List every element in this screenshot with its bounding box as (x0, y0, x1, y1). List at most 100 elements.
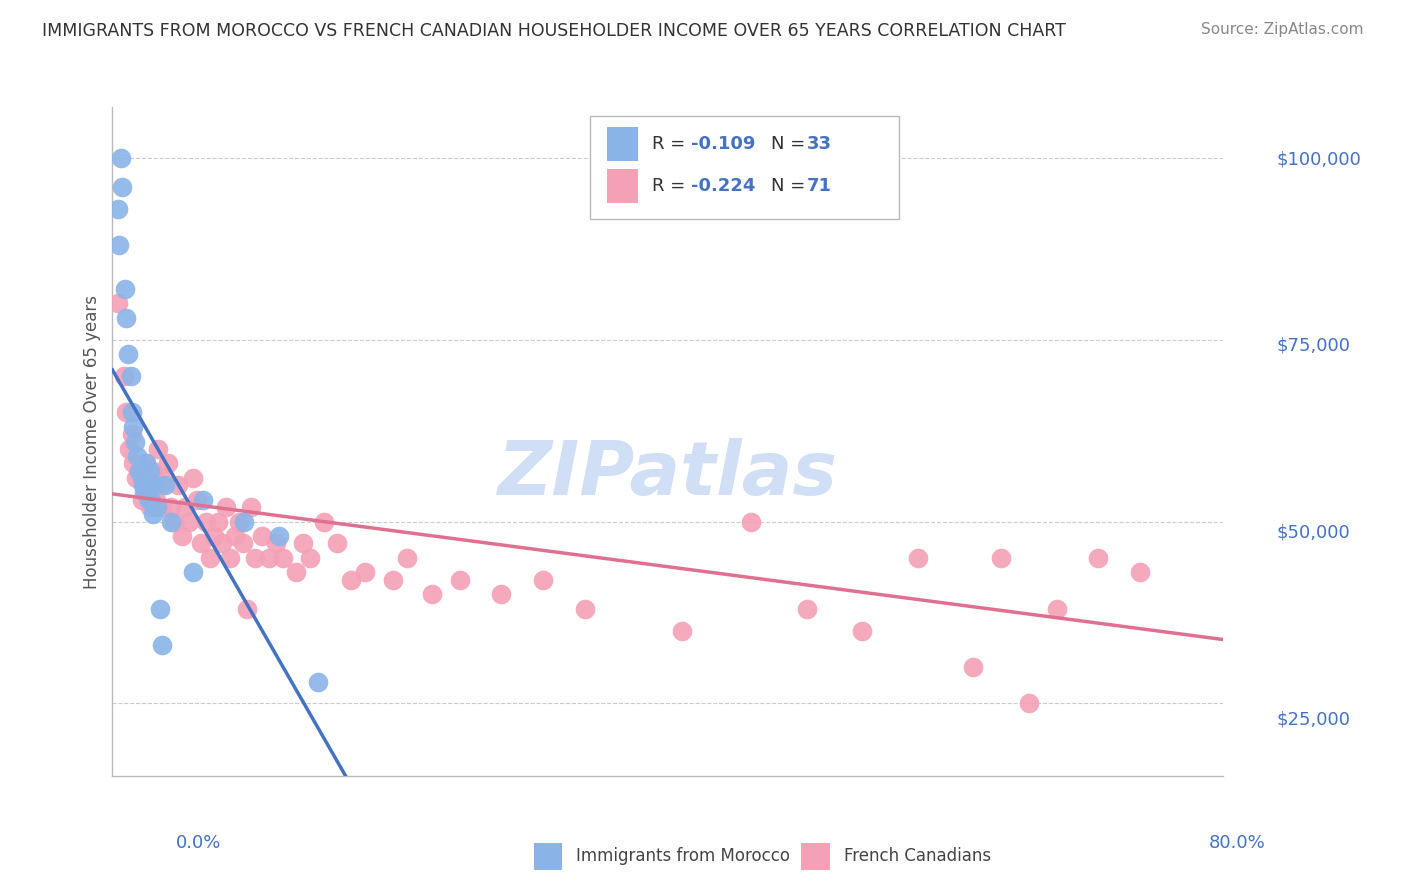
Point (148, 442, 170, 456)
Point (136, 478, 159, 492)
Point (146, 500, 169, 514)
Text: $100,000: $100,000 (1277, 150, 1361, 169)
Point (252, 529, 274, 543)
Point (138, 492, 160, 507)
Point (191, 492, 214, 507)
Point (491, 587, 513, 601)
Point (114, 282, 136, 296)
Point (132, 478, 155, 492)
Point (162, 515, 184, 529)
Point (142, 508, 165, 522)
Point (143, 478, 166, 492)
Point (108, 238, 131, 252)
Point (122, 456, 145, 470)
Point (152, 500, 174, 514)
Point (1045, 601, 1069, 615)
Point (298, 550, 321, 565)
Point (131, 492, 153, 507)
Text: $50,000: $50,000 (1277, 524, 1350, 541)
Text: IMMIGRANTS FROM MOROCCO VS FRENCH CANADIAN HOUSEHOLDER INCOME OVER 65 YEARS CORR: IMMIGRANTS FROM MOROCCO VS FRENCH CANADI… (42, 22, 1066, 40)
Point (740, 515, 762, 529)
Point (149, 601, 172, 615)
Point (381, 573, 404, 587)
Point (107, 202, 129, 216)
Point (159, 500, 181, 514)
Point (291, 536, 314, 550)
Y-axis label: Householder Income Over 65 years: Householder Income Over 65 years (83, 294, 101, 589)
Point (990, 550, 1012, 565)
Point (170, 529, 193, 543)
Text: $25,000: $25,000 (1277, 710, 1351, 728)
Point (215, 500, 238, 514)
Point (614, 187, 637, 202)
Point (181, 471, 204, 485)
Point (1018, 696, 1040, 710)
Point (307, 674, 329, 689)
Point (181, 566, 204, 580)
Text: Source: ZipAtlas.com: Source: ZipAtlas.com (1201, 22, 1364, 37)
Point (107, 296, 129, 310)
Point (420, 587, 443, 601)
Point (131, 471, 153, 485)
Point (139, 500, 162, 514)
Point (796, 601, 818, 615)
Point (232, 536, 254, 550)
Point (111, 180, 134, 194)
Point (115, 310, 138, 325)
Point (1129, 566, 1152, 580)
Point (145, 492, 167, 507)
Point (141, 492, 163, 507)
Point (142, 464, 165, 478)
Point (211, 536, 233, 550)
Point (120, 369, 142, 384)
Point (122, 420, 145, 434)
Text: R =: R = (652, 135, 690, 153)
Point (157, 456, 180, 470)
Point (186, 492, 208, 507)
Point (326, 536, 349, 550)
Text: ZIPatlas: ZIPatlas (498, 439, 838, 511)
Point (194, 515, 217, 529)
Point (354, 566, 377, 580)
Text: N =: N = (772, 135, 811, 153)
Point (202, 529, 225, 543)
Point (219, 550, 242, 565)
Point (207, 515, 229, 529)
Point (671, 624, 693, 638)
Point (228, 515, 250, 529)
Point (266, 536, 288, 550)
Point (117, 347, 139, 361)
Point (127, 449, 149, 463)
Point (159, 515, 181, 529)
Point (121, 427, 143, 442)
Text: -0.224: -0.224 (692, 178, 755, 195)
Point (118, 442, 141, 456)
Point (155, 478, 177, 492)
Point (240, 500, 263, 514)
Point (128, 464, 150, 478)
Point (128, 464, 150, 478)
Point (449, 573, 471, 587)
Point (1087, 550, 1109, 565)
Text: 33: 33 (807, 135, 831, 153)
Point (112, 369, 135, 384)
Point (962, 660, 984, 674)
Point (177, 515, 200, 529)
Point (224, 529, 246, 543)
Point (259, 550, 281, 565)
Point (150, 478, 173, 492)
Point (135, 456, 157, 470)
Point (245, 550, 267, 565)
Text: N =: N = (772, 178, 811, 195)
Text: R =: R = (652, 178, 690, 195)
Text: French Canadians: French Canadians (844, 847, 991, 865)
Point (155, 471, 177, 485)
Point (574, 601, 596, 615)
Point (233, 515, 256, 529)
Point (152, 638, 174, 652)
Point (340, 573, 363, 587)
Point (138, 478, 160, 492)
Point (271, 550, 294, 565)
Point (312, 515, 335, 529)
Point (284, 566, 307, 580)
